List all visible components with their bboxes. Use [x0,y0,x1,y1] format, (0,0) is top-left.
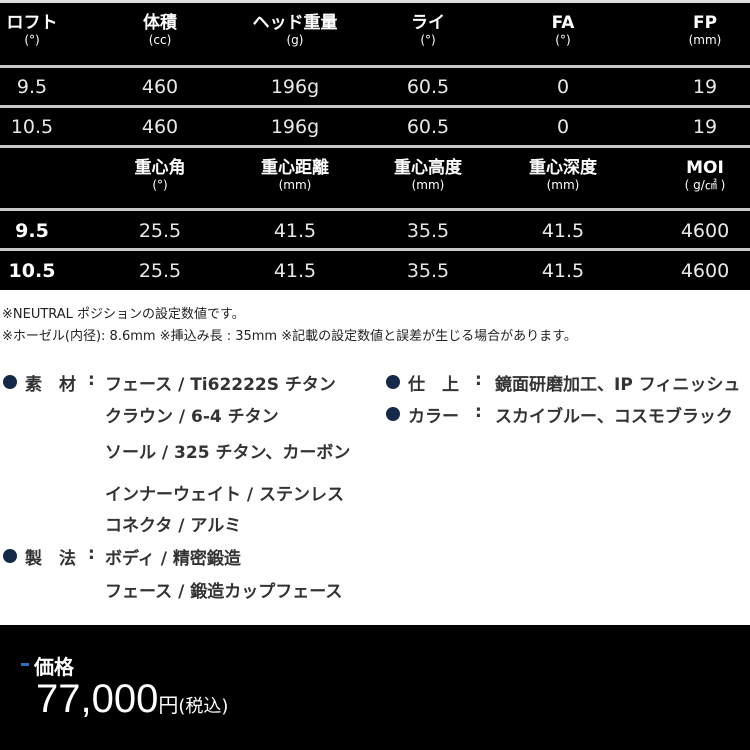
divider [0,105,750,108]
header-title: 重心角 [134,158,186,178]
table-cell: 10.5 [8,260,56,282]
price-label: 価格 [34,655,74,679]
table-cell: 0 [556,76,570,98]
method-label: 製 法 [25,549,76,569]
colon: : [475,402,482,422]
color-value: スカイブルー、コスモブラック [495,407,733,427]
bullet-icon [386,375,400,389]
material-value: クラウン / 6-4 チタン [105,407,279,427]
table-row: 9.5 460 196g 60.5 0 19 [0,70,750,106]
header-unit: (°) [24,33,40,47]
table-cell: 196g [270,76,320,98]
header-cell: 体積 (cc) [143,13,177,48]
table-cell: 460 [141,76,179,98]
header-unit: (mm) [688,33,722,47]
price-amount: 77,000 [36,677,159,721]
header-cell: 重心角 (°) [135,158,186,193]
header-title: ロフト [6,13,58,33]
finish-label: 仕 上 [408,375,459,395]
price-section: 価格 77,000円(税込) [0,625,750,750]
header-title: 重心深度 [529,158,597,178]
finish-value: 鏡面研磨加工、IP フィニッシュ [495,375,741,395]
header-title: 重心高度 [394,158,462,178]
method-value: ボディ / 精密鍛造 [105,549,241,569]
table-cell: 25.5 [138,220,182,242]
table-cell: 19 [692,76,718,98]
header-title: 重心距離 [261,158,329,178]
table2-header: 重心角 (°) 重心距離 (mm) 重心高度 (mm) 重心深度 (mm) MOI( g/㎠ ) [0,148,750,208]
table-cell: 35.5 [406,220,450,242]
header-cell: 重心高度 (mm) [394,158,462,193]
table-cell: 41.5 [273,220,317,242]
header-title: ライ [411,13,445,33]
table-row: 9.5 25.5 41.5 35.5 41.5 4600 [0,214,750,250]
header-cell: FP (mm) [689,13,722,48]
header-unit: (°) [152,178,168,192]
bullet-icon [3,375,17,389]
note-hosel: ※ホーゼル(内径): 8.6mm ※挿込み長 : 35mm ※記載の設定数値と誤… [2,329,577,344]
bullet-icon [386,407,400,421]
header-unit: ( g/㎠ ) [684,178,726,192]
table-row: 10.5 460 196g 60.5 0 19 [0,110,750,146]
header-cell: 重心距離 (mm) [261,158,329,193]
price-tax: (税込) [178,696,229,717]
colon: : [475,370,482,390]
table-cell: 460 [141,116,179,138]
header-unit: (°) [420,33,436,47]
table1-header: ロフト (°) 体積 (cc) ヘッド重量 (g) ライ (°) FA (°) FP (mm) [0,3,750,63]
table-cell: 10.5 [10,116,54,138]
header-unit: (g) [286,33,304,47]
price-value: 77,000円(税込) [36,677,228,722]
price-unit: 円 [158,693,179,717]
table-cell: 41.5 [541,260,585,282]
header-cell: FA (°) [552,13,575,48]
header-title: MOI [686,158,724,178]
divider [0,208,750,211]
colon: : [88,544,95,564]
bullet-icon [3,549,17,563]
table-cell: 60.5 [406,76,450,98]
table-cell: 60.5 [406,116,450,138]
header-unit: (°) [555,33,571,47]
material-value: フェース / Ti62222S チタン [105,375,336,395]
header-cell: ヘッド重量 (g) [253,13,338,48]
header-title: FP [692,13,718,33]
table-cell: 9.5 [16,76,48,98]
table-cell: 4600 [680,260,730,282]
header-cell: 重心深度 (mm) [529,158,597,193]
header-unit: (cc) [148,33,172,47]
material-value: インナーウェイト / ステンレス [105,485,345,505]
divider [0,65,750,68]
header-cell: MOI( g/㎠ ) [685,158,726,193]
table-cell: 41.5 [541,220,585,242]
header-title: 体積 [143,13,177,33]
header-title: ヘッド重量 [252,13,338,33]
table-cell: 9.5 [15,220,49,242]
divider [0,145,750,148]
header-unit: (mm) [546,178,580,192]
table-row: 10.5 25.5 41.5 35.5 41.5 4600 [0,254,750,290]
table-cell: 4600 [680,220,730,242]
header-unit: (mm) [278,178,312,192]
table-cell: 0 [556,116,570,138]
header-title: FA [551,13,575,33]
material-label: 素 材 [25,375,76,395]
dash-icon [21,663,29,666]
color-label: カラー [408,407,459,427]
table-cell: 35.5 [406,260,450,282]
table-cell: 25.5 [138,260,182,282]
table-cell: 196g [270,116,320,138]
spec-table: ロフト (°) 体積 (cc) ヘッド重量 (g) ライ (°) FA (°) FP (mm) 9.5 4… [0,0,750,290]
table-cell: 19 [692,116,718,138]
method-value: フェース / 鍛造カップフェース [105,582,343,602]
divider [0,248,750,251]
material-value: コネクタ / アルミ [105,516,242,536]
header-cell: ロフト (°) [7,13,58,48]
header-unit: (mm) [411,178,445,192]
header-cell: ライ (°) [411,13,445,48]
material-value: ソール / 325 チタン、カーボン [105,443,351,463]
table-cell: 41.5 [273,260,317,282]
colon: : [88,370,95,390]
note-neutral: ※NEUTRAL ポジションの設定数値です。 [2,307,245,322]
